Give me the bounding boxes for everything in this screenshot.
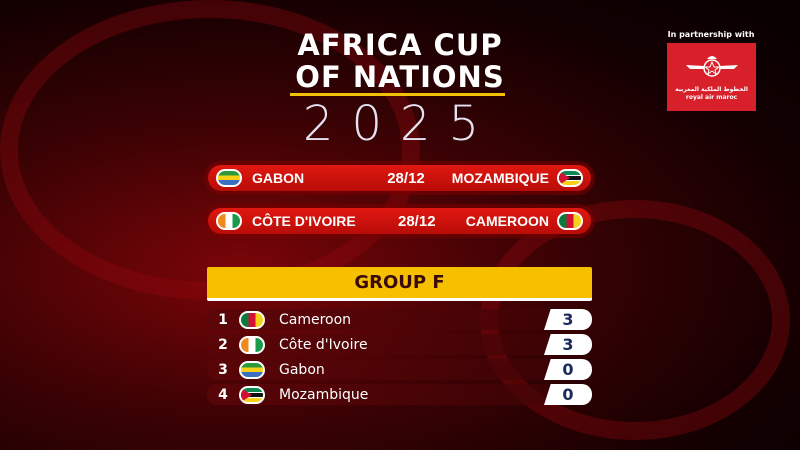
cote-divoire-flag-icon <box>216 212 242 230</box>
airline-emblem-icon <box>685 56 738 77</box>
cote-divoire-flag-icon <box>239 335 265 354</box>
home-team: CÔTE D'IVOIRE <box>252 213 356 229</box>
logo-arabic-text: الخطوط الملكية المغربية <box>675 86 748 93</box>
partner-label: In partnership with <box>667 30 755 39</box>
points: 3 <box>544 309 592 330</box>
mozambique-flag-icon <box>557 169 583 187</box>
standings-row: 1 Cameroon 3 <box>207 309 592 330</box>
standings-row: 4 Mozambique 0 <box>207 384 592 405</box>
points: 0 <box>544 384 592 405</box>
gabon-flag-icon <box>216 169 242 187</box>
match-date: 28/12 <box>398 212 436 230</box>
title-line-1: AFRICA CUP <box>297 28 503 62</box>
gabon-flag-icon <box>239 360 265 379</box>
title-year: 2025 <box>302 96 498 152</box>
team-name: Mozambique <box>279 386 369 403</box>
position: 1 <box>218 311 228 328</box>
points: 3 <box>544 334 592 355</box>
position: 4 <box>218 386 228 403</box>
position: 2 <box>218 336 228 353</box>
match-date: 28/12 <box>387 169 425 187</box>
standings-row: 3 Gabon 0 <box>207 359 592 380</box>
away-team: CAMEROON <box>465 213 549 229</box>
cameroon-flag-icon <box>557 212 583 230</box>
points: 0 <box>544 359 592 380</box>
team-name: Gabon <box>279 361 325 378</box>
team-name: Côte d'Ivoire <box>279 336 368 353</box>
away-team: MOZAMBIQUE <box>451 170 549 186</box>
team-name: Cameroon <box>279 311 352 328</box>
logo-text: royal air maroc <box>685 94 738 101</box>
fixture-row: GABON 28/12 MOZAMBIQUE <box>208 165 591 191</box>
fixture-row: CÔTE D'IVOIRE 28/12 CAMEROON <box>208 208 591 234</box>
mozambique-flag-icon <box>239 385 265 404</box>
cameroon-flag-icon <box>239 310 265 329</box>
standings-row: 2 Côte d'Ivoire 3 <box>207 334 592 355</box>
royal-air-maroc-logo: الخطوط الملكية المغربية royal air maroc <box>667 43 756 111</box>
group-header: GROUP F <box>207 267 592 301</box>
home-team: GABON <box>252 170 305 186</box>
position: 3 <box>218 361 228 378</box>
title-divider <box>290 93 505 96</box>
title-line-2: OF NATIONS <box>295 60 505 94</box>
